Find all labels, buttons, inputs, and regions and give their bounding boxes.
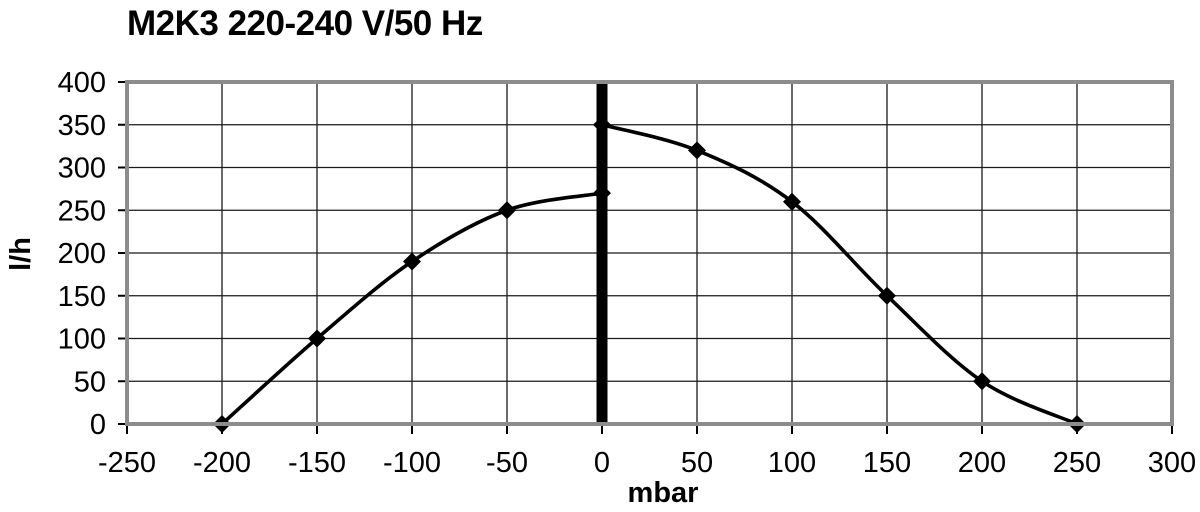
y-tick-label: 0 bbox=[90, 409, 106, 441]
plot-border bbox=[125, 80, 1174, 426]
diamond-marker bbox=[973, 372, 991, 391]
series-line-pressure-side bbox=[600, 122, 1079, 426]
y-tick-label: 100 bbox=[58, 324, 106, 356]
x-tick-label: 100 bbox=[768, 447, 816, 479]
x-tick-label: 300 bbox=[1148, 447, 1196, 479]
x-tick-label: 250 bbox=[1053, 447, 1101, 479]
y-tick-label: 350 bbox=[58, 110, 106, 142]
x-tick-label: -50 bbox=[486, 447, 528, 479]
y-tick-label: 250 bbox=[58, 195, 106, 227]
diamond-marker bbox=[593, 184, 611, 203]
diamond-marker bbox=[688, 141, 706, 160]
x-tick-label: 200 bbox=[958, 447, 1006, 479]
x-tick-label: 150 bbox=[863, 447, 911, 479]
y-tick-label: 300 bbox=[58, 153, 106, 185]
diamond-marker bbox=[403, 252, 421, 271]
diamond-marker bbox=[878, 286, 896, 305]
x-tick-label: -200 bbox=[193, 447, 251, 479]
x-axis-label: mbar bbox=[627, 477, 699, 509]
x-tick-label: 0 bbox=[594, 447, 610, 479]
chart-title: M2K3 220-240 V/50 Hz bbox=[127, 4, 483, 43]
x-tick-label: -250 bbox=[98, 447, 156, 479]
y-tick-label: 200 bbox=[58, 238, 106, 270]
y-tick-label: 150 bbox=[58, 281, 106, 313]
diamond-marker bbox=[498, 201, 516, 220]
x-tick-label: -100 bbox=[383, 447, 441, 479]
diamond-marker bbox=[308, 329, 326, 348]
diamond-marker bbox=[593, 115, 611, 134]
x-tick-label: 50 bbox=[681, 447, 713, 479]
diamond-marker bbox=[783, 192, 801, 211]
y-tick-label: 50 bbox=[74, 366, 106, 398]
y-tick-label: 400 bbox=[58, 67, 106, 99]
zero-divider-bar bbox=[596, 82, 608, 424]
x-tick-label: -150 bbox=[288, 447, 346, 479]
